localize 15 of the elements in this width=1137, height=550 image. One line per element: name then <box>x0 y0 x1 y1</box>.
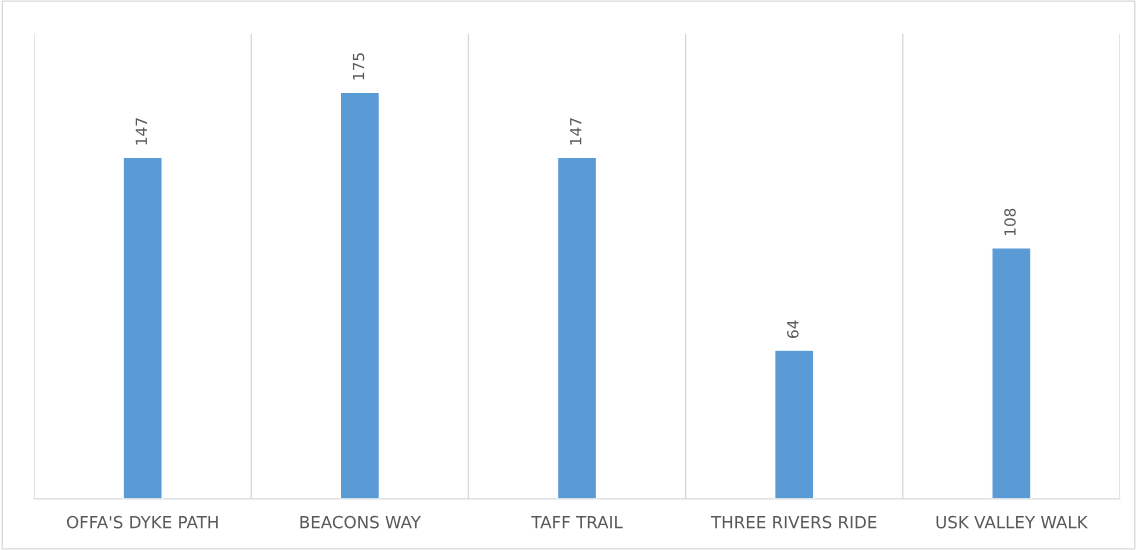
data-label: 175 <box>352 53 365 80</box>
data-label: 64 <box>787 320 799 338</box>
bar <box>773 349 815 499</box>
x-tick-label: OFFA'S DYKE PATH <box>66 515 218 529</box>
bar <box>339 91 381 499</box>
x-tick-label: BEACONS WAY <box>300 515 421 529</box>
x-tick-label: USK VALLEY WALK <box>936 515 1088 529</box>
bar <box>122 156 163 499</box>
bar <box>991 247 1032 499</box>
x-tick-label: THREE RIVERS RIDE <box>710 515 877 529</box>
bar <box>556 156 598 499</box>
data-label: 147 <box>570 118 582 145</box>
x-tick-label: TAFF TRAIL <box>531 516 623 529</box>
data-label: 147 <box>135 118 147 145</box>
data-label: 108 <box>1004 208 1016 236</box>
